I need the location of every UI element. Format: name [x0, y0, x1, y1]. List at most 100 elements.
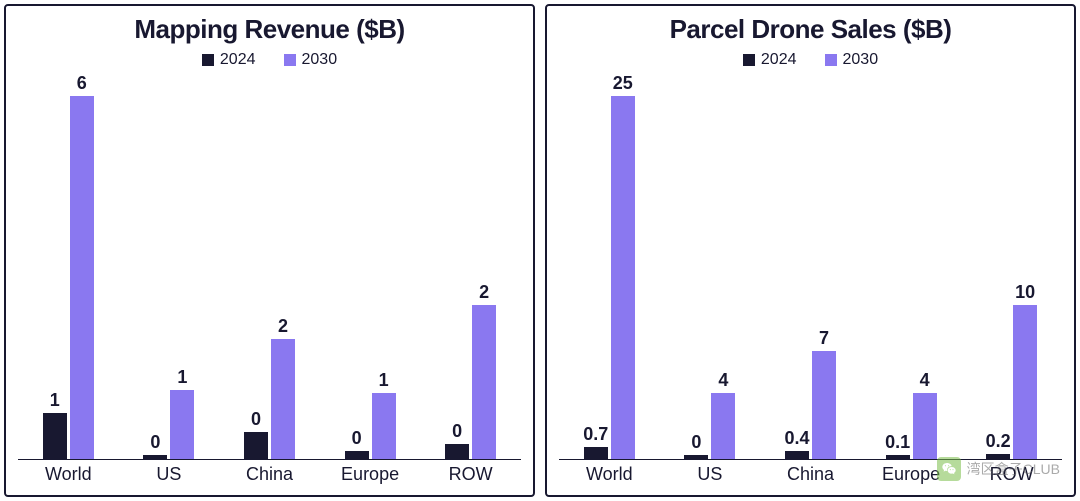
bar-value-label: 0 — [352, 428, 362, 449]
bar-group: 0.14 — [861, 73, 962, 459]
bar-wrapper: 0 — [143, 73, 167, 459]
bar-wrapper: 0 — [445, 73, 469, 459]
bars-wrap: 0.210 — [961, 73, 1062, 459]
bar-value-label: 0 — [251, 409, 261, 430]
bar-wrapper: 1 — [43, 73, 67, 459]
bar-wrapper: 7 — [812, 73, 836, 459]
bar-wrapper: 10 — [1013, 73, 1037, 459]
bars-wrap: 0.725 — [559, 73, 660, 459]
legend-label: 2030 — [843, 51, 879, 69]
bar-value-label: 4 — [920, 370, 930, 391]
legend-item-2024: 2024 — [202, 51, 256, 69]
bar-value-label: 0 — [150, 432, 160, 453]
bar-value-label: 1 — [50, 390, 60, 411]
legend-label: 2024 — [220, 51, 256, 69]
bar-wrapper: 25 — [611, 73, 635, 459]
chart-panel-left: Mapping Revenue ($B) 2024 2030 160102010… — [4, 4, 535, 497]
bar-wrapper: 0 — [684, 73, 708, 459]
bar — [70, 96, 94, 459]
bar-value-label: 2 — [479, 282, 489, 303]
bar-wrapper: 0.7 — [584, 73, 608, 459]
bar-value-label: 0.1 — [885, 432, 910, 453]
bars-wrap: 16 — [18, 73, 119, 459]
bar-wrapper: 4 — [711, 73, 735, 459]
bar — [170, 390, 194, 459]
bar-wrapper: 2 — [472, 73, 496, 459]
bar-group: 04 — [660, 73, 761, 459]
bar-wrapper: 0.2 — [986, 73, 1010, 459]
bar — [143, 455, 167, 459]
x-axis-labels: WorldUSChinaEuropeROW — [559, 464, 1062, 485]
bars-wrap: 0.47 — [760, 73, 861, 459]
bar-group: 02 — [219, 73, 320, 459]
x-axis-label: World — [559, 464, 660, 485]
legend-swatch-2030 — [825, 54, 837, 66]
bar-wrapper: 2 — [271, 73, 295, 459]
bar-group: 0.725 — [559, 73, 660, 459]
bar-wrapper: 0.4 — [785, 73, 809, 459]
chart-panel-right: Parcel Drone Sales ($B) 2024 2030 0.7250… — [545, 4, 1076, 497]
bar — [913, 393, 937, 459]
bar-value-label: 7 — [819, 328, 829, 349]
bars-wrap: 04 — [660, 73, 761, 459]
bar — [345, 451, 369, 459]
bar-wrapper: 0 — [345, 73, 369, 459]
bar — [1013, 305, 1037, 459]
bar — [584, 447, 608, 459]
legend-item-2030: 2030 — [284, 51, 338, 69]
bar-wrapper: 0.1 — [886, 73, 910, 459]
plot-area: 1601020102 — [18, 73, 521, 460]
bar — [812, 351, 836, 459]
bar-group: 16 — [18, 73, 119, 459]
bar — [684, 455, 708, 459]
x-axis-label: China — [760, 464, 861, 485]
bar-group: 02 — [420, 73, 521, 459]
bar — [986, 454, 1010, 459]
bar-value-label: 1 — [177, 367, 187, 388]
chart-title: Mapping Revenue ($B) — [18, 14, 521, 45]
bar-value-label: 6 — [77, 73, 87, 94]
legend-swatch-2030 — [284, 54, 296, 66]
bar-group: 01 — [320, 73, 421, 459]
bar-group: 01 — [119, 73, 220, 459]
legend-swatch-2024 — [743, 54, 755, 66]
bars-wrap: 01 — [320, 73, 421, 459]
legend-item-2030: 2030 — [825, 51, 879, 69]
x-axis-label: US — [660, 464, 761, 485]
bar-groups: 0.725040.470.140.210 — [559, 73, 1062, 460]
bar — [886, 455, 910, 459]
legend-swatch-2024 — [202, 54, 214, 66]
legend: 2024 2030 — [18, 51, 521, 69]
legend-label: 2024 — [761, 51, 797, 69]
x-axis-label: Europe — [861, 464, 962, 485]
bars-wrap: 02 — [219, 73, 320, 459]
x-axis-label: ROW — [420, 464, 521, 485]
bar-value-label: 0 — [691, 432, 701, 453]
bar — [611, 96, 635, 459]
bars-wrap: 0.14 — [861, 73, 962, 459]
bar-wrapper: 4 — [913, 73, 937, 459]
x-axis-label: China — [219, 464, 320, 485]
legend-item-2024: 2024 — [743, 51, 797, 69]
bar-wrapper: 0 — [244, 73, 268, 459]
bar-value-label: 1 — [379, 370, 389, 391]
bars-wrap: 02 — [420, 73, 521, 459]
bar-value-label: 0.4 — [784, 428, 809, 449]
bars-wrap: 01 — [119, 73, 220, 459]
bar-wrapper: 1 — [372, 73, 396, 459]
plot-area: 0.725040.470.140.210 — [559, 73, 1062, 460]
bar-group: 0.47 — [760, 73, 861, 459]
bar-group: 0.210 — [961, 73, 1062, 459]
bar — [711, 393, 735, 459]
bar-value-label: 4 — [718, 370, 728, 391]
bar — [271, 339, 295, 459]
bar — [244, 432, 268, 459]
x-axis-label: World — [18, 464, 119, 485]
bar-value-label: 2 — [278, 316, 288, 337]
x-axis-label: ROW — [961, 464, 1062, 485]
bar — [472, 305, 496, 459]
bar-value-label: 0 — [452, 421, 462, 442]
x-axis-label: US — [119, 464, 220, 485]
bar — [445, 444, 469, 459]
bar-value-label: 10 — [1015, 282, 1035, 303]
